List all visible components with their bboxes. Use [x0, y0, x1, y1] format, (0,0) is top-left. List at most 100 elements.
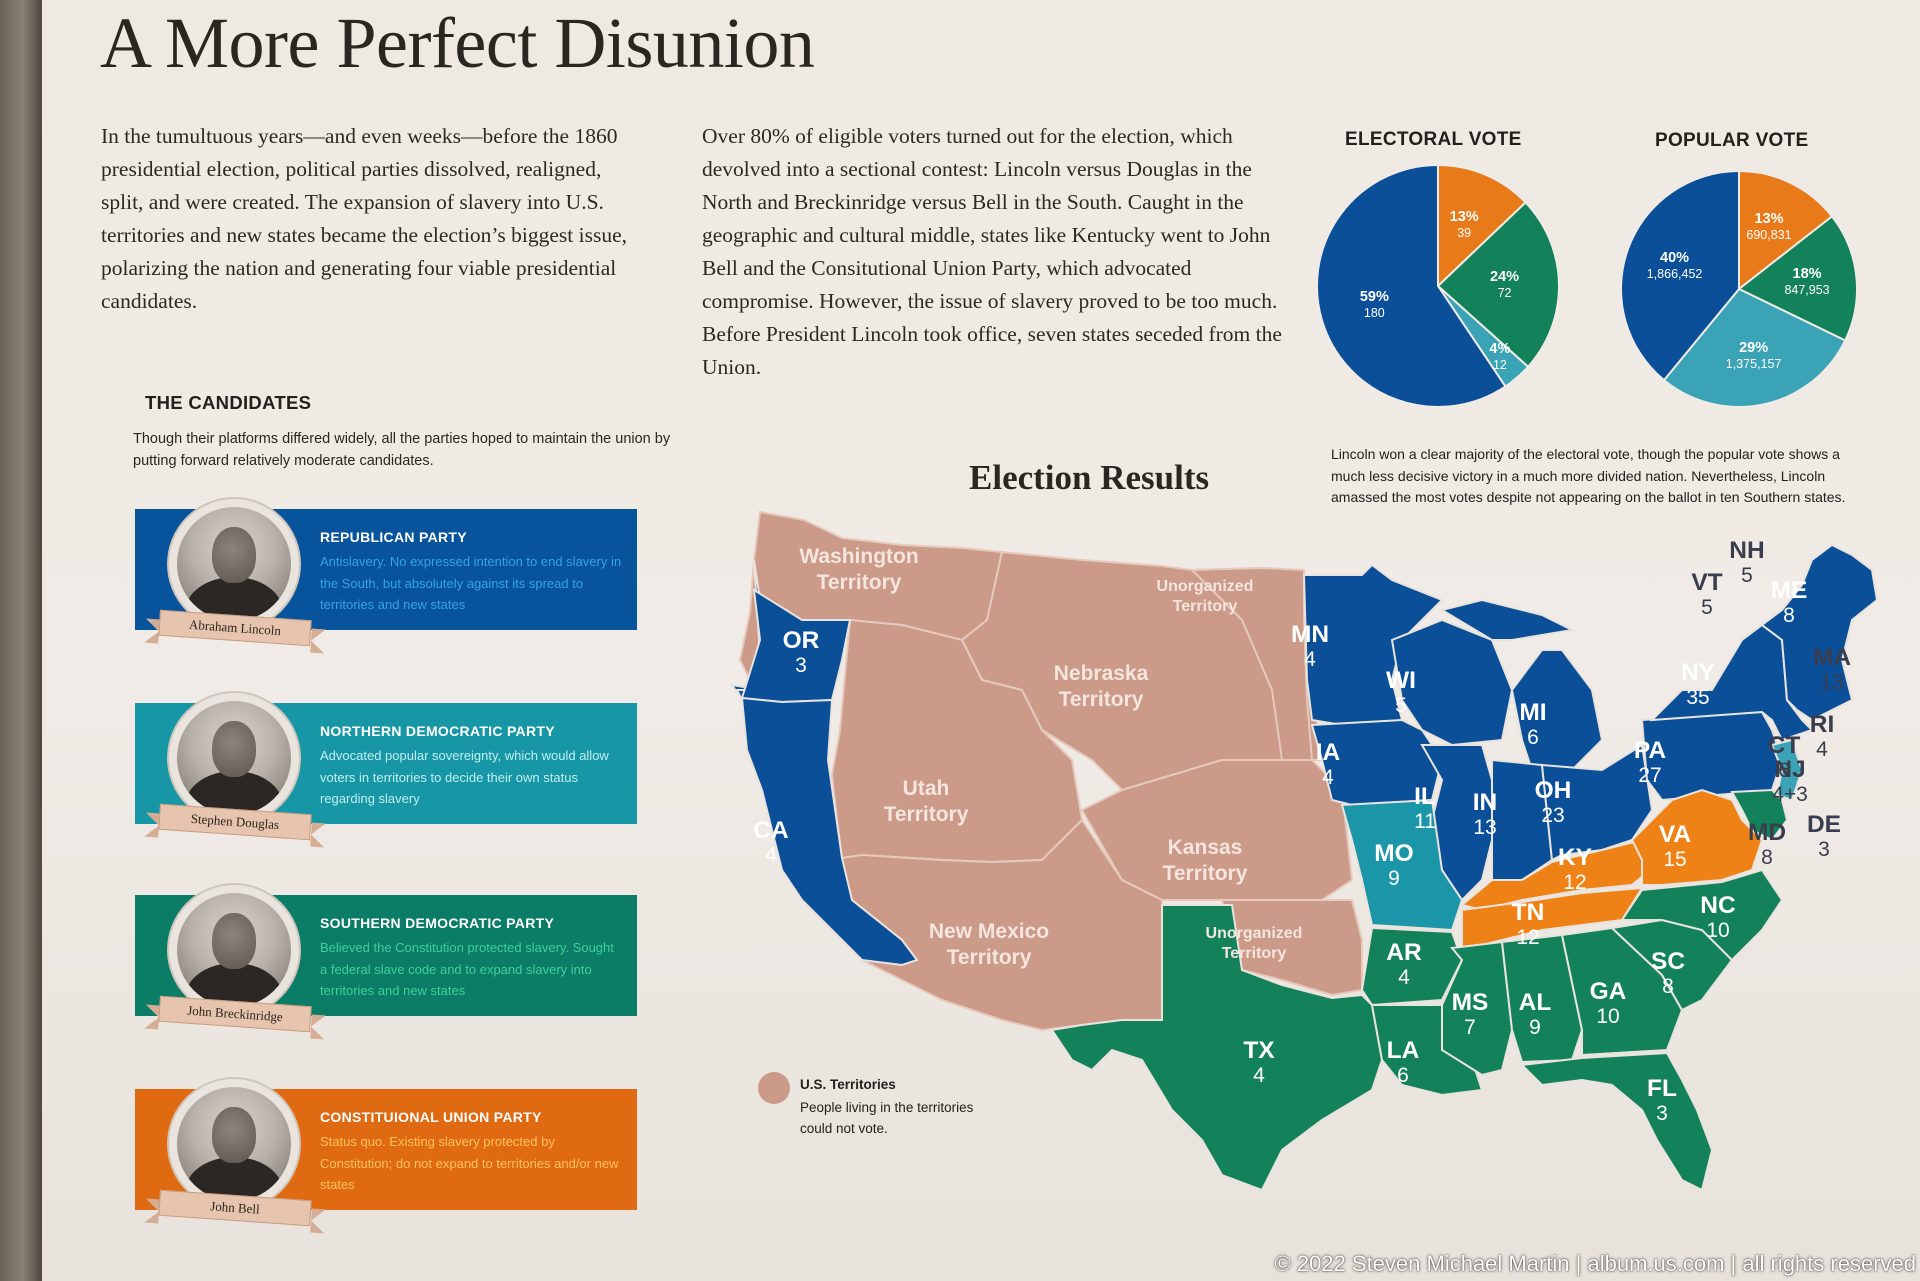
- state-abbr: MI: [1519, 699, 1547, 726]
- state-abbr: IA: [1315, 739, 1341, 766]
- state-ev: 10: [1596, 1005, 1620, 1028]
- state-ev: 11: [1414, 810, 1436, 833]
- pie-slice-label: 13% 690,831: [1746, 211, 1791, 243]
- pie-slice-count: 847,953: [1784, 282, 1830, 297]
- territory-name-line: Nebraska: [1053, 662, 1149, 685]
- state-label-oh: OH 23: [1535, 778, 1572, 828]
- popular-vote-slice-lincoln: [1620, 169, 1740, 382]
- territory-name-line: Territory: [1162, 862, 1248, 885]
- state-label-in: IN 13: [1473, 790, 1498, 840]
- state-abbr: ME: [1770, 577, 1808, 604]
- territory-label: Unorganized Territory: [1157, 577, 1254, 617]
- panel-title: A More Perfect Disunion: [100, 3, 815, 83]
- state-ev: 4: [1322, 766, 1334, 789]
- state-abbr: FL: [1647, 1075, 1677, 1102]
- state-label-md: MD 8: [1748, 820, 1786, 870]
- state-label-nc: NC 10: [1700, 893, 1735, 943]
- pie-slice-percent: 13%: [1449, 208, 1479, 225]
- state-ev: 6: [1397, 1064, 1409, 1087]
- pie-slice-count: 180: [1363, 306, 1385, 321]
- state-ev: 13: [1820, 671, 1844, 694]
- state-label-me: ME 8: [1771, 578, 1808, 628]
- state-ev: 5: [1701, 596, 1713, 619]
- state-ev: 8: [1761, 846, 1773, 869]
- state-ev: 8: [1662, 975, 1674, 998]
- state-texas: [1050, 904, 1384, 1192]
- state-ev: 9: [1529, 1016, 1541, 1039]
- pie-slice-label: 40% 1,866,452: [1647, 250, 1703, 282]
- state-abbr: TN: [1511, 899, 1545, 926]
- state-abbr: CT: [1767, 732, 1801, 759]
- territory-name-line: Territory: [816, 571, 902, 594]
- state-ev: 7: [1464, 1016, 1476, 1039]
- party-name: NORTHERN DEMOCRATIC PARTY: [320, 723, 555, 739]
- pie-slice-count: 1,375,157: [1725, 356, 1782, 371]
- state-ev: 15: [1663, 848, 1687, 871]
- state-florida: [1519, 1051, 1714, 1192]
- state-ev: 4: [1253, 1064, 1265, 1087]
- territory-name-line: Kansas: [1167, 836, 1243, 859]
- state-abbr: SC: [1650, 948, 1686, 975]
- state-label-sc: SC 8: [1651, 949, 1685, 999]
- state-michigan-upper: [1439, 598, 1576, 641]
- pie-slice-percent: 18%: [1792, 265, 1822, 282]
- state-ev: 3: [795, 654, 807, 677]
- state-label-nh: NH 5: [1729, 538, 1764, 588]
- state-abbr: OH: [1534, 777, 1572, 804]
- pie-slice-count: 39: [1457, 225, 1472, 240]
- party-description: Status quo. Existing slavery protected b…: [320, 1134, 619, 1192]
- party-description: Believed the Constitution protected slav…: [320, 940, 614, 998]
- pie-slice-count: 1,866,452: [1646, 266, 1703, 281]
- state-label-ga: GA 10: [1590, 979, 1627, 1029]
- state-abbr: AR: [1386, 939, 1422, 966]
- state-ev: 6: [1778, 759, 1790, 782]
- state-ev: 4: [1816, 738, 1828, 761]
- state-label-va: VA 15: [1659, 822, 1691, 872]
- state-ev: 3: [1818, 838, 1830, 861]
- pie-slice-count: 690,831: [1746, 228, 1792, 243]
- party-description: Advocated popular sovereignty, which wou…: [320, 748, 609, 806]
- copyright-watermark: © 2022 Steven Michael Martin | album.us.…: [1274, 1251, 1916, 1276]
- state-abbr: OR: [782, 627, 820, 654]
- state-illinois: [1420, 744, 1493, 902]
- territory-name-line: Unorganized: [1205, 925, 1303, 942]
- pie-slice-count: 72: [1497, 285, 1512, 300]
- state-california: [740, 696, 919, 967]
- state-maryland-delaware: [1730, 788, 1789, 842]
- electoral-vote-slice-bell: [1437, 163, 1527, 289]
- state-abbr: MO: [1374, 840, 1414, 867]
- popular-vote-slice-douglas: [1662, 287, 1847, 408]
- state-abbr: MA: [1812, 644, 1852, 671]
- state-label-wi: WI 5: [1386, 668, 1416, 718]
- state-ev: 12: [1516, 926, 1540, 949]
- state-abbr: VA: [1658, 821, 1692, 848]
- unorganized-territory-north: [1189, 566, 1314, 761]
- state-label-tn: TN 12: [1512, 900, 1545, 950]
- state-abbr: IL: [1414, 783, 1436, 810]
- state-abbr: RI: [1809, 711, 1835, 738]
- territory-label: Washington Territory: [799, 544, 918, 596]
- party-name: REPUBLICAN PARTY: [320, 529, 467, 545]
- territory-name-line: Territory: [883, 803, 969, 826]
- pie-slice-label: 59% 180: [1360, 289, 1389, 321]
- state-ev: 6: [1527, 726, 1539, 749]
- state-ev: 12: [1563, 871, 1587, 894]
- pie-slice-label: 29% 1,375,157: [1726, 340, 1782, 372]
- electoral-vote-slice-breckinridge: [1436, 201, 1560, 369]
- state-ev: 9: [1388, 867, 1400, 890]
- breckinridge-portrait: [167, 883, 301, 1017]
- party-description: Antislavery. No expressed intention to e…: [320, 554, 622, 612]
- territory-name-line: Unorganized: [1156, 578, 1254, 595]
- candidate-card-breckinridge: John Breckinridge SOUTHERN DEMOCRATIC PA…: [135, 883, 637, 1040]
- state-label-ar: AR 4: [1386, 940, 1421, 990]
- state-abbr: MS: [1451, 989, 1489, 1016]
- map-title: Election Results: [969, 458, 1210, 497]
- intro-paragraph-left: In the tumultuous years—and even weeks—b…: [101, 124, 627, 313]
- pie-slice-percent: 29%: [1739, 339, 1769, 356]
- state-label-la: LA 6: [1387, 1038, 1420, 1088]
- electoral-vote-slice-lincoln: [1316, 163, 1507, 408]
- electoral-vote-heading: ELECTORAL VOTE: [1345, 129, 1522, 150]
- state-ev: 8: [1783, 604, 1795, 627]
- state-abbr: NC: [1700, 892, 1736, 919]
- display-frame: [0, 0, 42, 1281]
